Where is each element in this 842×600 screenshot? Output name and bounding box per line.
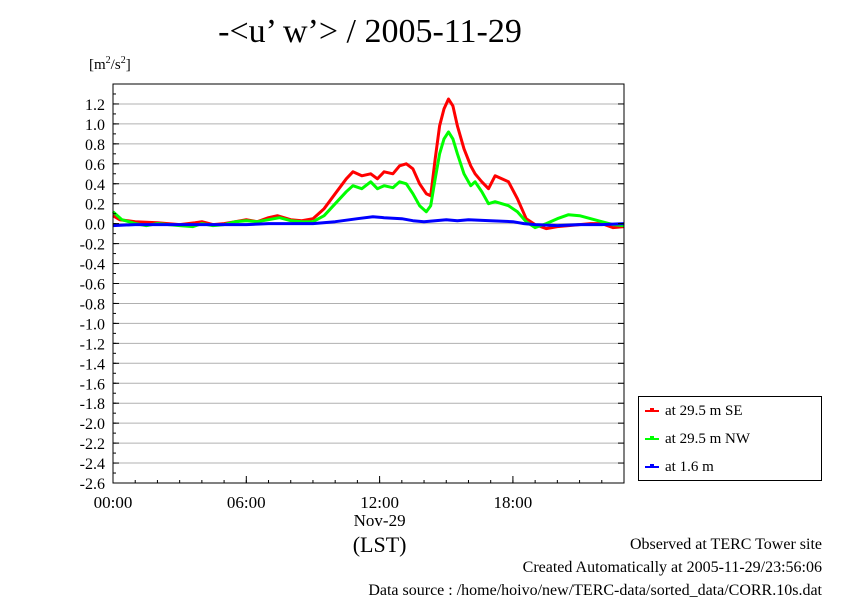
grid-lines bbox=[113, 103, 624, 484]
legend-item-1-6m: at 1.6 m bbox=[645, 457, 714, 477]
y-tick-label: 0.2 bbox=[85, 197, 105, 214]
y-tick-label: -2.6 bbox=[80, 476, 105, 493]
y-tick-label: 0.8 bbox=[85, 137, 105, 154]
y-tick-label: -1.0 bbox=[80, 316, 105, 333]
y-tick-label: -0.8 bbox=[80, 296, 105, 313]
y-tick-label: -2.2 bbox=[80, 436, 105, 453]
y-tick-label: 0.6 bbox=[85, 157, 105, 174]
legend: at 29.5 m SE at 29.5 m NW at 1.6 m bbox=[638, 396, 822, 481]
y-tick-label: 0.4 bbox=[85, 177, 105, 194]
chart-title: -<u’ w’> / 2005-11-29 bbox=[218, 13, 522, 50]
legend-label-se: at 29.5 m SE bbox=[665, 402, 743, 419]
legend-item-nw: at 29.5 m NW bbox=[645, 429, 750, 449]
x-axis-date-label: Nov-29 bbox=[354, 511, 406, 530]
y-tick-label: -2.4 bbox=[80, 456, 105, 473]
legend-swatch-1-6m bbox=[645, 464, 659, 468]
y-tick-label: -0.6 bbox=[80, 277, 105, 294]
x-axis-timezone-label: (LST) bbox=[353, 532, 407, 557]
footer-observed: Observed at TERC Tower site bbox=[629, 536, 822, 553]
y-tick-label: -1.2 bbox=[80, 336, 105, 353]
y-tick-label: -1.4 bbox=[80, 356, 105, 373]
series-line-1 bbox=[111, 130, 625, 230]
series-line-2 bbox=[112, 215, 625, 228]
y-axis-ticks: 1.2 1.0 0.8 0.6 0.4 0.2 0.0 -0.2 -0.4 -0.6 -0.8 -1.… bbox=[80, 83, 624, 493]
x-axis-ticks: 00:00 06:00 12:00 18:00 bbox=[94, 476, 625, 512]
y-tick-label: -1.8 bbox=[80, 396, 105, 413]
legend-label-nw: at 29.5 m NW bbox=[665, 430, 750, 447]
y-tick-label: 0.0 bbox=[85, 217, 105, 234]
series-lines bbox=[111, 97, 625, 231]
y-tick-label: -2.0 bbox=[80, 416, 105, 433]
legend-swatch-se bbox=[645, 408, 659, 412]
legend-item-se: at 29.5 m SE bbox=[645, 401, 743, 421]
x-tick-label: 18:00 bbox=[494, 493, 533, 512]
x-tick-label: 06:00 bbox=[227, 493, 266, 512]
footer-created: Created Automatically at 2005-11-29/23:5… bbox=[522, 559, 822, 576]
y-tick-label: -0.4 bbox=[80, 257, 105, 274]
footer-source: Data source : /home/hoivo/new/TERC-data/… bbox=[368, 582, 822, 599]
unit-base: [m bbox=[89, 57, 106, 73]
legend-label-1-6m: at 1.6 m bbox=[665, 458, 714, 475]
y-tick-label: -0.2 bbox=[80, 237, 105, 254]
x-tick-label: 00:00 bbox=[94, 493, 133, 512]
legend-swatch-nw bbox=[645, 436, 659, 440]
y-tick-label: 1.0 bbox=[85, 117, 105, 134]
x-tick-label: 12:00 bbox=[360, 493, 399, 512]
unit-exponent-1: 2 bbox=[105, 55, 111, 66]
y-tick-label: -1.6 bbox=[80, 376, 105, 393]
unit-end: ] bbox=[125, 57, 131, 73]
unit-mid: /s bbox=[110, 57, 121, 73]
unit-exponent-2: 2 bbox=[120, 55, 126, 66]
y-tick-label: 1.2 bbox=[85, 97, 105, 114]
y-axis-unit-label: [m2/s2] bbox=[89, 55, 131, 74]
